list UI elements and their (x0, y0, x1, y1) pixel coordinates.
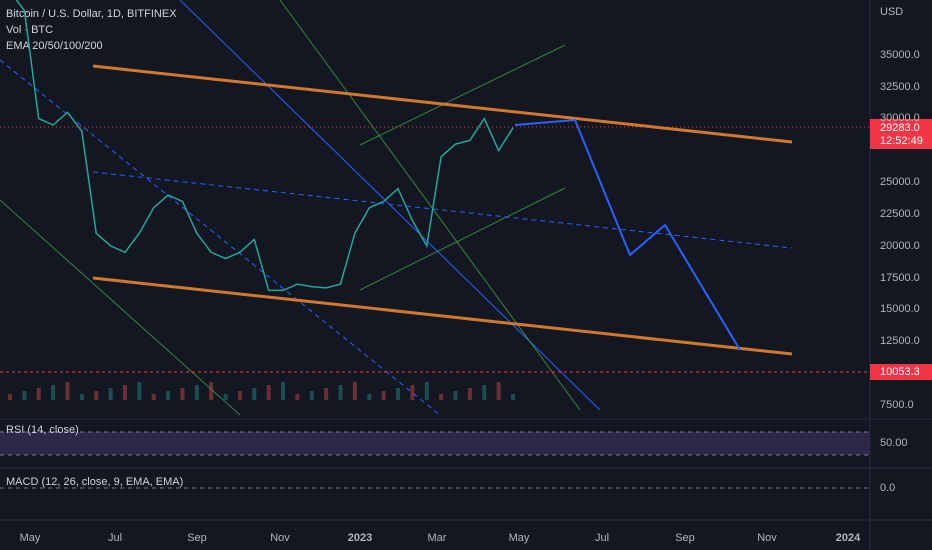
marked-level: 10053.3 (880, 366, 920, 378)
time-tick: Jul (108, 532, 122, 544)
volume-bar (439, 394, 444, 400)
price-tick: 32500.0 (880, 81, 920, 93)
price-tick: 30000.0 (880, 112, 920, 124)
price-tick: 20000.0 (880, 240, 920, 252)
time-tick: Sep (675, 532, 695, 544)
volume-bar (453, 391, 458, 400)
price-tick: 35000.0 (880, 49, 920, 61)
countdown: 12:52:49 (880, 135, 923, 147)
drawings (0, 0, 870, 416)
volume-bar (166, 391, 171, 400)
volume-bar (381, 391, 386, 400)
volume-bar (281, 382, 286, 400)
volume-bar (108, 388, 113, 400)
volume-bar (36, 388, 41, 400)
macd-level: 0.0 (880, 482, 895, 494)
volume-bar (209, 382, 214, 400)
price-tick: 17500.0 (880, 272, 920, 284)
rsi-level: 50.00 (880, 437, 908, 449)
price-line (15, 0, 514, 292)
last-price-box (870, 119, 932, 149)
time-tick: May (509, 532, 530, 544)
macd-label: MACD (12, 26, close, 9, EMA, EMA) (6, 476, 183, 488)
volume-bar (352, 382, 357, 400)
level-box (870, 364, 932, 380)
time-tick: Jul (595, 532, 609, 544)
volume-bar (496, 382, 501, 400)
volume-bar (467, 388, 472, 400)
time-tick: 2024 (836, 532, 861, 544)
time-tick: Sep (187, 532, 207, 544)
volume-bar (94, 391, 99, 400)
time-tick: May (20, 532, 41, 544)
ema-label: EMA 20/50/100/200 (6, 40, 103, 52)
volume-bar (65, 382, 70, 400)
last-price: 29283.0 (880, 122, 920, 134)
volume-bar (8, 394, 12, 400)
volume-bar (266, 385, 271, 400)
volume-bar (511, 394, 515, 400)
price-tick: 7500.0 (880, 399, 914, 411)
volume-bar (324, 388, 329, 400)
symbol-title: Bitcoin / U.S. Dollar, 1D, BITFINEX (6, 8, 177, 20)
volume-bar (223, 394, 228, 400)
rsi-label: RSI (14, close) (6, 424, 79, 436)
volume-bar (367, 394, 372, 400)
volume-bar (237, 391, 242, 400)
volume-bar (137, 382, 142, 400)
time-tick: Nov (757, 532, 777, 544)
volume-bar (424, 382, 429, 400)
volume-bar (180, 388, 185, 400)
volume-bar (79, 394, 84, 400)
volume-bar (151, 394, 156, 400)
volume-bar (122, 385, 127, 400)
price-tick: 15000.0 (880, 303, 920, 315)
volume-bar (482, 385, 487, 400)
volume-bar (410, 385, 415, 400)
volume-bar (51, 385, 56, 400)
currency: USD (880, 6, 903, 18)
volume-bar (338, 385, 343, 400)
volume-label: Vol · BTC (6, 24, 53, 36)
volume-bar (194, 385, 199, 400)
time-tick: 2023 (348, 532, 372, 544)
price-tick: 12500.0 (880, 335, 920, 347)
volume-bar (252, 388, 257, 400)
volume-bar (309, 391, 314, 400)
time-tick: Nov (270, 532, 290, 544)
price-tick: 25000.0 (880, 176, 920, 188)
price-tick: 22500.0 (880, 208, 920, 220)
volume-bar (22, 391, 27, 400)
volume-bar (295, 394, 300, 400)
volume-bar (396, 388, 401, 400)
time-tick: Mar (428, 532, 447, 544)
